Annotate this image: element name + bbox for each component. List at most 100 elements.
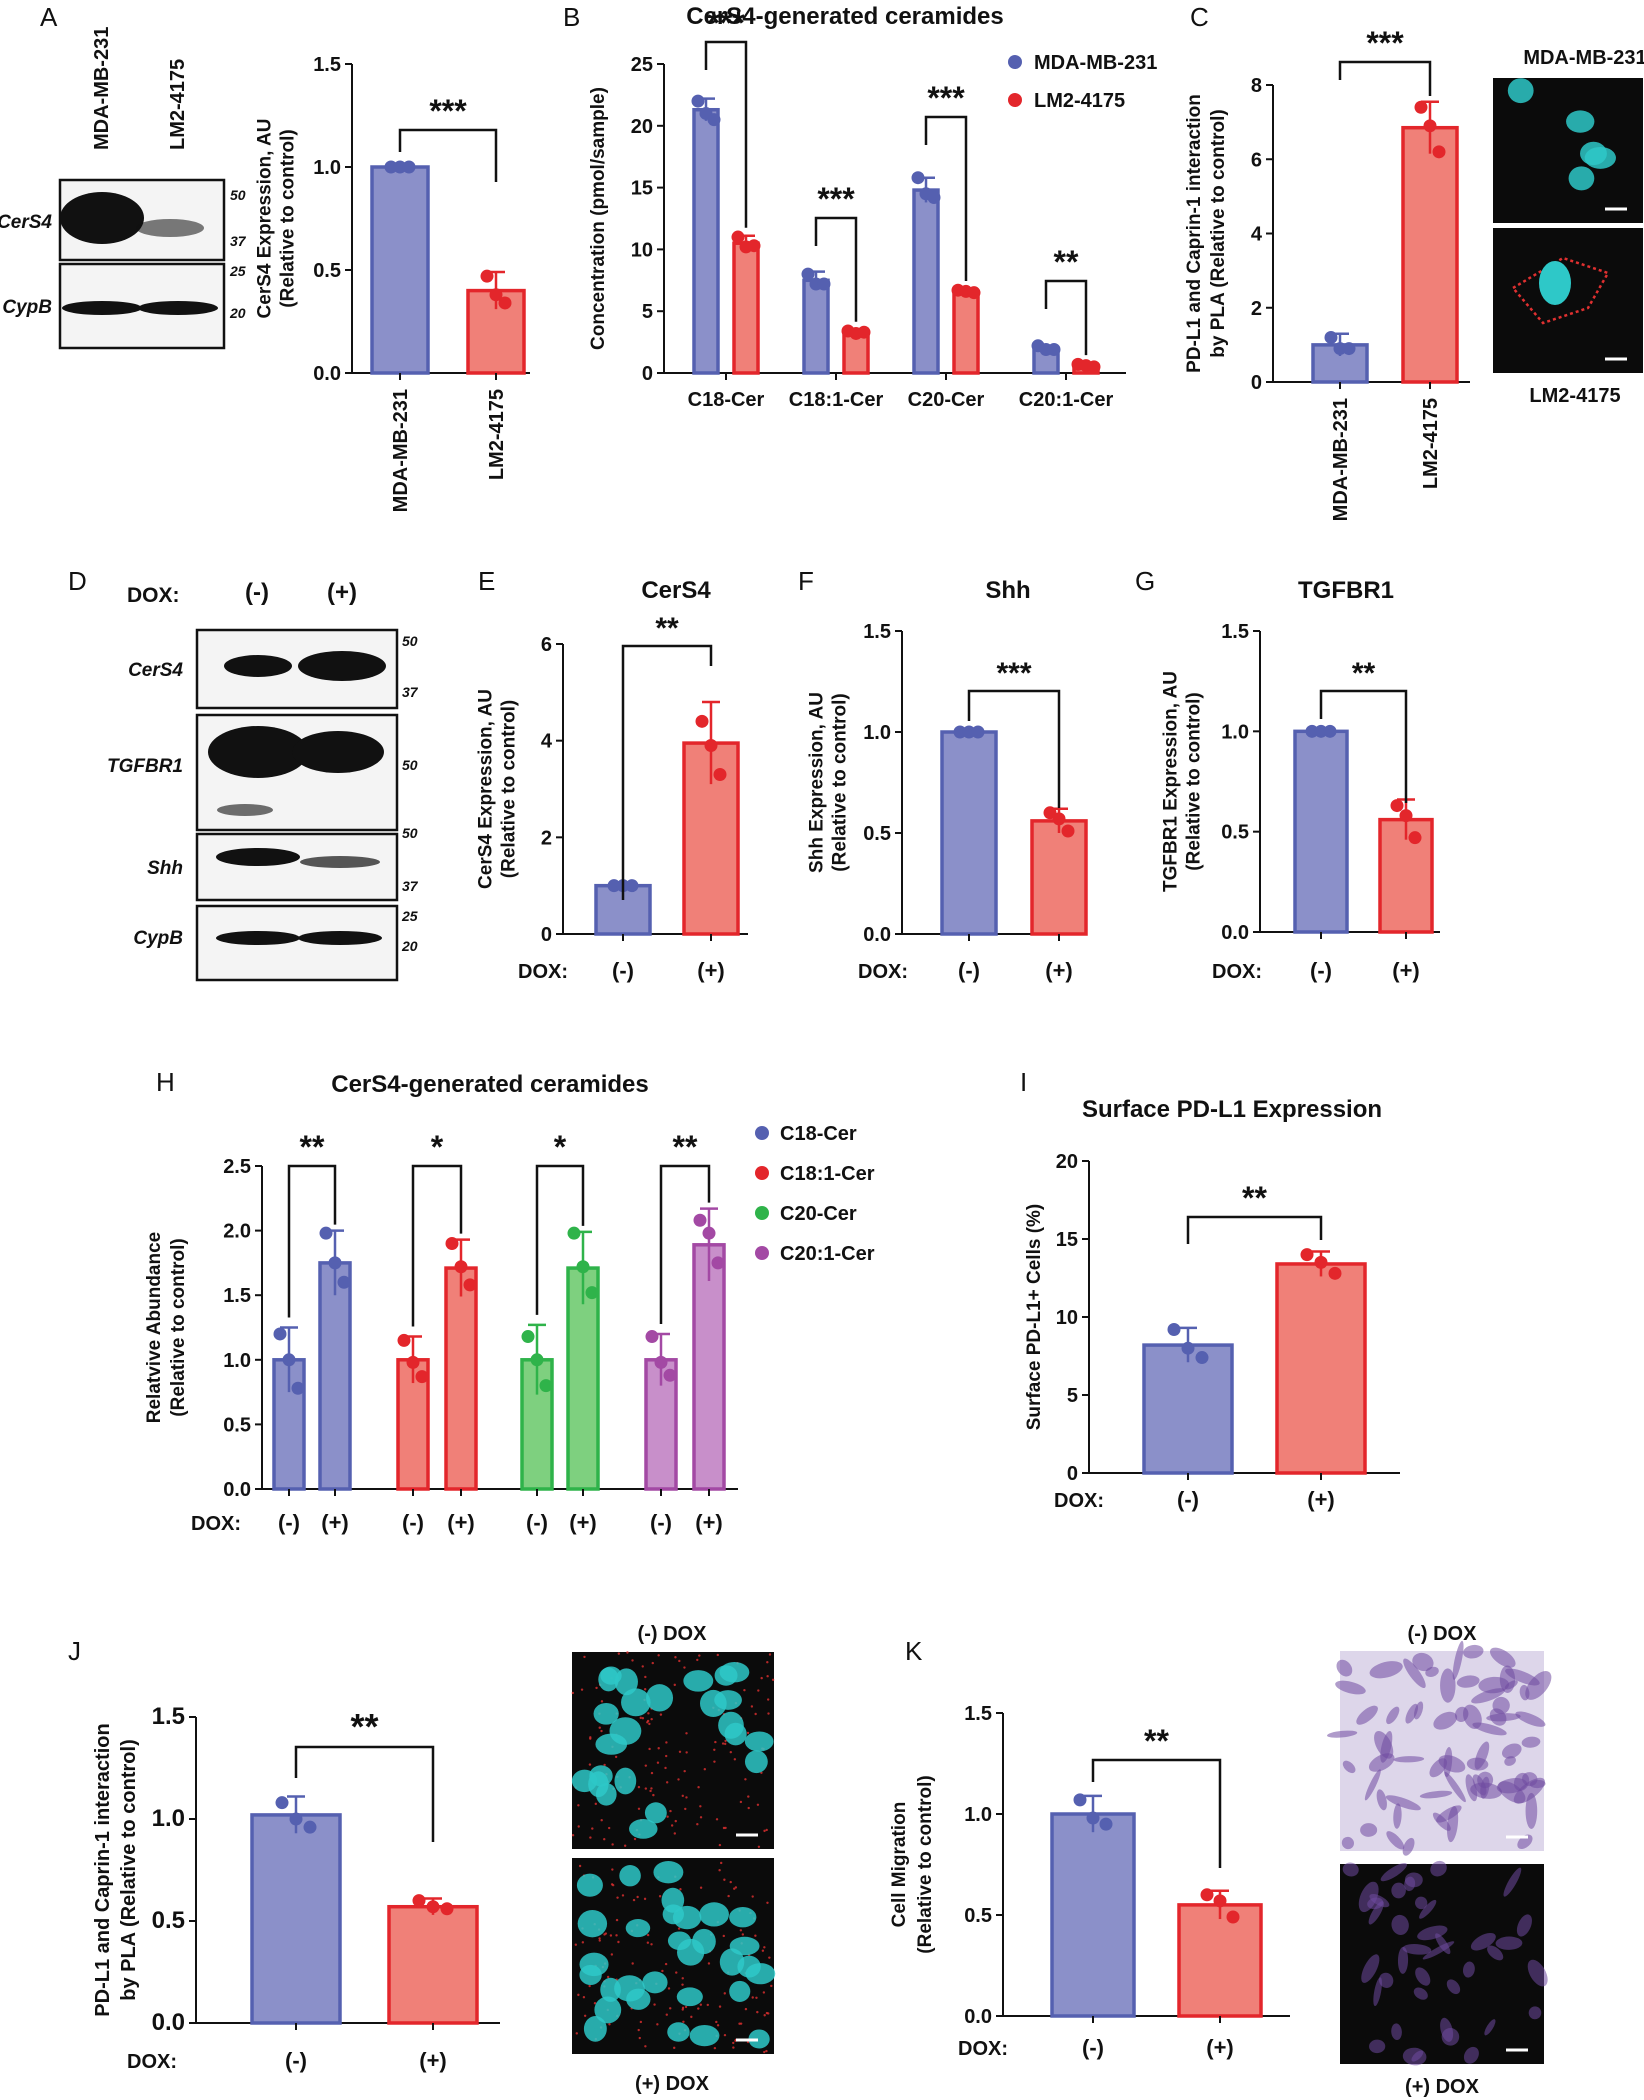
A-blot-row-label: CypB xyxy=(2,297,52,318)
I-bar-0-point xyxy=(1195,1351,1209,1365)
B-bar-red-point xyxy=(857,325,871,339)
A-y-label: (Relative to control) xyxy=(278,129,299,307)
J-image-minus-dox-pla-signal xyxy=(666,1815,669,1818)
J-image-minus-dox-pla-signal xyxy=(757,1689,760,1692)
J-image-minus-dox-pla-signal xyxy=(678,1659,681,1663)
J-category-label: (-) xyxy=(285,2048,307,2073)
B-category-label: C20-Cer xyxy=(908,389,985,411)
H-y-tick-label: 0.0 xyxy=(223,1479,251,1501)
H-bar-green-point xyxy=(521,1330,535,1344)
G-bar-0-point xyxy=(1305,724,1319,738)
J-image-minus-dox-pla-signal xyxy=(652,1793,655,1797)
E-y-tick-label: 6 xyxy=(541,634,552,656)
K-image-minus-dox-cell xyxy=(1440,1668,1456,1703)
B-bar-red-point xyxy=(747,239,761,253)
J-image-minus-dox-pla-signal xyxy=(603,1838,606,1841)
J-image-plus-dox-nucleus xyxy=(676,1987,703,2007)
C-bar-0-point xyxy=(1324,330,1338,344)
B-bar-blue-point xyxy=(691,94,705,108)
J-y-label: by PLA (Relative to control) xyxy=(118,1739,140,2001)
E-title: CerS4 xyxy=(641,577,711,604)
H-significance-bracket xyxy=(287,1164,337,1318)
G-bar-0 xyxy=(1293,729,1349,934)
J-y-label: PD-L1 and Caprin-1 interaction xyxy=(92,1723,114,2016)
K-image-minus-dox-cell xyxy=(1356,1705,1378,1725)
F-significance-label: *** xyxy=(996,657,1031,690)
K-image-label: (+) DOX xyxy=(1405,2076,1480,2098)
J-image-plus-dox-pla-signal xyxy=(609,1934,613,1937)
B-bar-blue-point xyxy=(1047,343,1061,357)
B-legend-marker xyxy=(1008,55,1022,69)
H-legend-label: C18:1-Cer xyxy=(780,1163,875,1185)
H-legend-marker xyxy=(755,1166,769,1180)
K-image-plus-dox-cell xyxy=(1430,1860,1447,1877)
J-image-minus-dox-pla-signal xyxy=(750,1705,754,1708)
K-image-plus-dox-cell xyxy=(1391,1882,1406,1899)
A-y-tick-label: 0.5 xyxy=(313,260,341,282)
J-image-minus-dox-pla-signal xyxy=(637,1785,641,1789)
K-image-plus-dox-cell xyxy=(1462,1961,1475,1978)
J-image-label: (-) DOX xyxy=(638,1623,708,1645)
J-image-plus-dox-pla-signal xyxy=(677,1927,681,1930)
J-image-plus-dox-pla-signal xyxy=(756,2010,759,2014)
H-category-label: (-) xyxy=(526,1510,548,1535)
K-y-label: Cell Migration xyxy=(889,1802,910,1928)
I-bar-1-point xyxy=(1300,1248,1314,1262)
J-image-plus-dox-nucleus xyxy=(689,2024,720,2047)
B-y-tick-label: 10 xyxy=(631,239,653,261)
J-image-plus-dox-nucleus xyxy=(667,2022,690,2042)
J-image-plus-dox-pla-signal xyxy=(665,2013,668,2016)
A-blot-marker: 25 xyxy=(229,263,246,279)
J-image-plus-dox-pla-signal xyxy=(582,1996,586,1999)
K-image-plus-dox-cell xyxy=(1516,1914,1532,1937)
F-bar-0-point xyxy=(953,725,967,739)
J-image-plus-dox-pla-signal xyxy=(718,1868,721,1872)
J-image-minus-dox-pla-signal xyxy=(683,1769,686,1773)
E-category-label: (+) xyxy=(697,958,725,983)
J-image-plus-dox-pla-signal xyxy=(606,1975,610,1979)
J-image-minus-dox-pla-signal xyxy=(771,1678,775,1682)
J-image-plus-dox-pla-signal xyxy=(681,2008,684,2011)
H-category-label: (+) xyxy=(321,1510,349,1535)
J-image-minus-dox-pla-signal xyxy=(696,1658,699,1662)
K-image-plus-dox-cell xyxy=(1463,2046,1479,2064)
K-image-minus-dox-cell xyxy=(1492,1696,1510,1715)
J-significance-label: ** xyxy=(350,1706,378,1747)
H-y-label: (Relative to control) xyxy=(168,1238,189,1416)
J-image-plus-dox-pla-signal xyxy=(598,1937,601,1940)
J-image-plus-dox-pla-signal xyxy=(603,1933,606,1936)
J-image-plus-dox-pla-signal xyxy=(669,2007,672,2010)
K-image-minus-dox-cell xyxy=(1412,1652,1434,1672)
J-y-tick-label: 1.0 xyxy=(152,1805,185,1832)
J-image-minus-dox-pla-signal xyxy=(746,1731,750,1735)
J-image-plus-dox-pla-signal xyxy=(755,1996,758,1999)
D-blot-cypb-band xyxy=(216,931,300,945)
I-y-tick-label: 10 xyxy=(1056,1307,1078,1329)
H-bar-purple-point xyxy=(645,1330,659,1344)
J-image-minus-dox-pla-signal xyxy=(681,1794,684,1798)
I-bar-1 xyxy=(1275,1262,1367,1475)
F-category-label: (+) xyxy=(1045,958,1073,983)
J-image-plus-dox-pla-signal xyxy=(615,1934,618,1937)
J-image-minus-dox-pla-signal xyxy=(677,1778,680,1781)
K-bar-0-point xyxy=(1099,1817,1113,1831)
A-blot-lane-label: MDA-MB-231 xyxy=(91,27,113,150)
B-bar-red-point xyxy=(1087,360,1101,374)
J-image-plus-dox-nucleus xyxy=(625,1919,651,1938)
J-image-plus-dox-pla-signal xyxy=(713,2046,717,2050)
H-bar-green-point xyxy=(530,1353,544,1367)
G-significance-bracket xyxy=(1319,689,1408,803)
K-image-plus-dox-cell xyxy=(1470,1932,1496,1951)
G-significance-label: ** xyxy=(1352,657,1376,690)
C-bar-1 xyxy=(1401,125,1459,384)
B-bar-blue xyxy=(912,188,940,375)
J-image-minus-dox-pla-signal xyxy=(754,1712,757,1716)
K-image-plus-dox-cell xyxy=(1415,1967,1431,1986)
K-image-plus-dox-cell xyxy=(1342,1862,1359,1877)
K-image-minus-dox-cell xyxy=(1376,1789,1387,1811)
J-image-plus-dox-pla-signal xyxy=(637,2028,640,2032)
J-image-plus-dox-nucleus xyxy=(619,1865,641,1887)
J-image-minus-dox-nucleus xyxy=(621,1688,651,1717)
H-dox-label: DOX: xyxy=(191,1513,241,1535)
J-image-minus-dox-pla-signal xyxy=(747,1795,750,1798)
